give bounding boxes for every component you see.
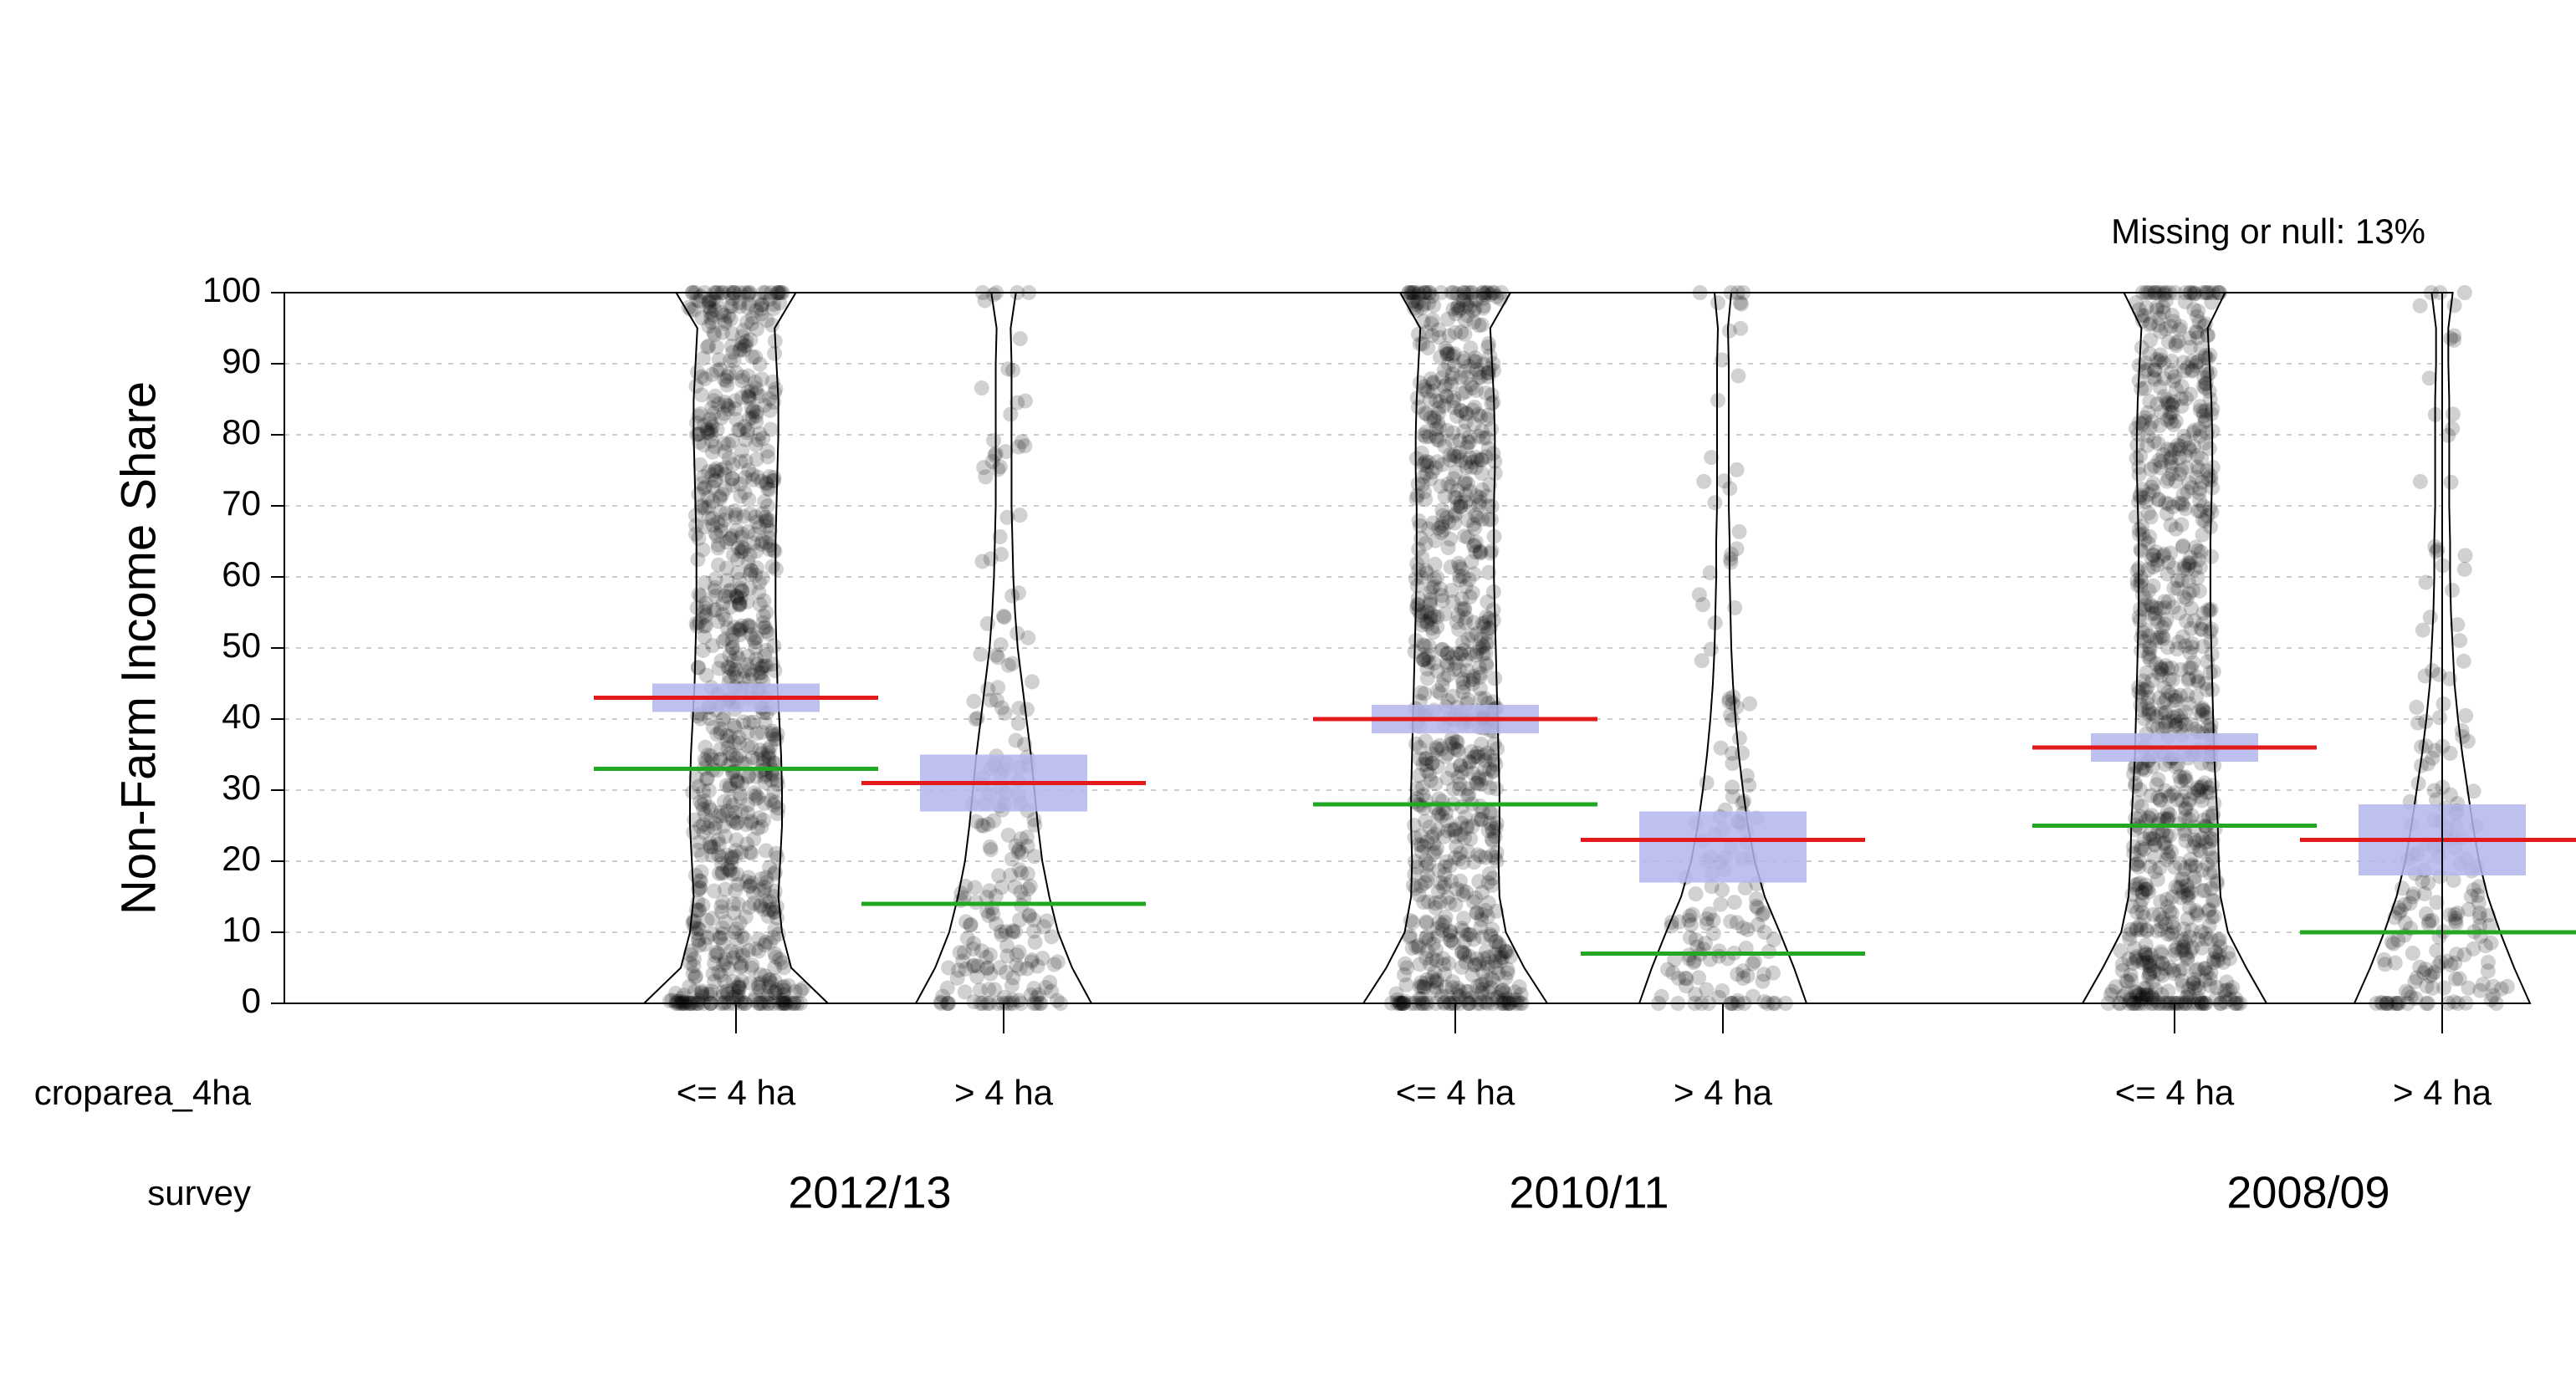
croparea-label: <= 4 ha: [677, 1073, 796, 1112]
svg-text:40: 40: [222, 696, 261, 736]
svg-text:0: 0: [242, 981, 261, 1020]
violin-chart: 0 10 20 30 40 50 60 70 80 90 100 Non-Farm Income Sh…: [0, 0, 2576, 1398]
svg-text:50: 50: [222, 625, 261, 665]
croparea-label: > 4 ha: [1674, 1073, 1773, 1112]
croparea-label: <= 4 ha: [2115, 1073, 2235, 1112]
croparea-label: > 4 ha: [2393, 1073, 2492, 1112]
missing-label: Missing or null: 13%: [2111, 212, 2425, 251]
croparea-label: > 4 ha: [954, 1073, 1054, 1112]
survey-label: 2010/11: [1509, 1167, 1669, 1217]
croparea-label: <= 4 ha: [1396, 1073, 1515, 1112]
svg-text:90: 90: [222, 341, 261, 380]
svg-text:80: 80: [222, 412, 261, 452]
svg-text:70: 70: [222, 483, 261, 523]
x-row2-title: survey: [147, 1173, 251, 1212]
svg-text:60: 60: [222, 554, 261, 594]
svg-text:10: 10: [222, 910, 261, 949]
y-axis-title: Non-Farm Income Share: [111, 381, 166, 915]
survey-label: 2008/09: [2226, 1167, 2389, 1217]
ci-box: [1639, 812, 1807, 883]
x-row1-title: croparea_4ha: [34, 1073, 252, 1112]
survey-label: 2012/13: [788, 1167, 951, 1217]
svg-text:20: 20: [222, 839, 261, 878]
svg-text:100: 100: [202, 270, 261, 309]
svg-text:30: 30: [222, 768, 261, 807]
